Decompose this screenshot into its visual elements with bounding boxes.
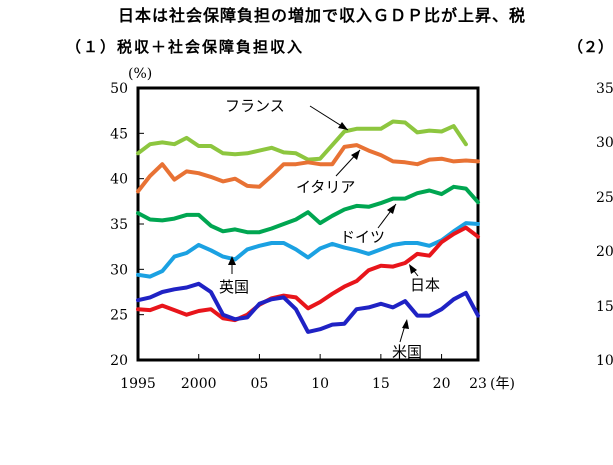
annotation-label-us: 米国 — [392, 343, 422, 361]
y-tick-label: 30 — [110, 262, 128, 278]
y-axis: 20 25 30 35 40 45 50 — [110, 81, 144, 369]
arrow-head — [228, 256, 236, 265]
x-tick-label: 05 — [251, 376, 269, 392]
series-line-米国 — [136, 281, 480, 334]
x-tick-label: 20 — [433, 376, 451, 392]
x-tick-label: 2000 — [181, 376, 217, 392]
annotation-label-germany: ドイツ — [340, 228, 385, 246]
x-tick-label: 15 — [372, 376, 390, 392]
annotation-uk: 英国 — [219, 256, 249, 296]
y-tick-label: 40 — [110, 172, 128, 188]
annotation-france: フランス — [225, 97, 349, 131]
y-axis-unit: (%) — [128, 66, 152, 82]
right-tick-label: 10 — [596, 353, 613, 369]
series-line-ドイツ — [136, 184, 480, 235]
y-tick-label: 45 — [110, 126, 128, 142]
annotation-germany: ドイツ — [340, 203, 397, 246]
right-tick-label: 30 — [596, 135, 613, 151]
arrow-head — [402, 319, 409, 329]
arrow-head — [409, 264, 417, 274]
chart-subtitle-right: （２） — [568, 38, 613, 56]
chart-subtitle-left: （１）税収＋社会保障負担収入 — [66, 38, 305, 56]
annotation-label-italy: イタリア — [296, 178, 355, 196]
annotation-italy: イタリア — [296, 149, 361, 196]
series-line-日本 — [136, 225, 480, 323]
series-line-英国 — [136, 221, 480, 279]
annotation-label-japan: 日本 — [410, 276, 440, 294]
right-y-axis: 35 30 25 20 15 10 — [596, 81, 613, 369]
series-line-フランス — [136, 119, 468, 162]
x-axis: 1995 2000 05 10 15 20 23 — [120, 354, 487, 392]
x-tick-label: 10 — [311, 376, 329, 392]
y-tick-label: 25 — [110, 308, 128, 324]
x-axis-unit: (年) — [490, 376, 515, 392]
annotation-us: 米国 — [392, 319, 422, 361]
right-tick-label: 15 — [596, 299, 613, 315]
y-tick-label: 20 — [110, 353, 128, 369]
plot-frame — [136, 86, 480, 362]
annotation-japan: 日本 — [409, 264, 440, 294]
y-tick-label: 50 — [110, 81, 128, 97]
arrow-head — [338, 122, 348, 130]
x-tick-label: 1995 — [120, 376, 156, 392]
right-tick-label: 35 — [596, 81, 613, 97]
series-group — [136, 119, 480, 334]
series-line-イタリア — [136, 143, 480, 194]
right-tick-label: 25 — [596, 190, 613, 206]
arrow-head — [387, 204, 396, 214]
right-tick-label: 20 — [596, 244, 613, 260]
annotation-label-france: フランス — [225, 97, 285, 115]
y-tick-label: 35 — [110, 217, 128, 233]
x-tick-label: 23 — [469, 376, 487, 392]
annotation-label-uk: 英国 — [219, 278, 249, 296]
page-title: 日本は社会保障負担の増加で収入ＧＤＰ比が上昇、税 — [118, 6, 527, 25]
arrow-head — [351, 150, 360, 160]
